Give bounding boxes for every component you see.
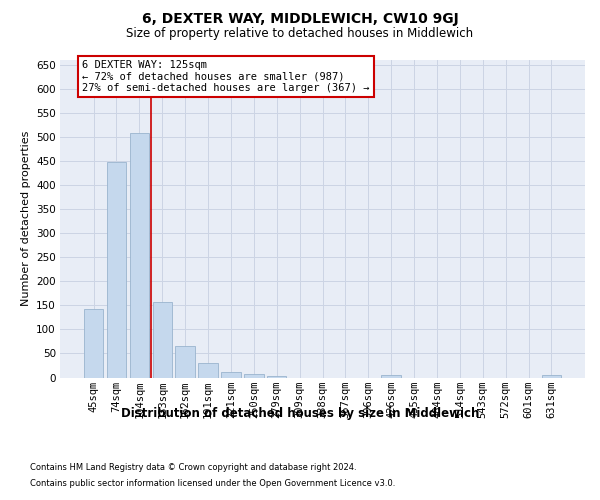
Bar <box>152 302 172 378</box>
Bar <box>244 374 263 378</box>
Text: Contains HM Land Registry data © Crown copyright and database right 2024.: Contains HM Land Registry data © Crown c… <box>30 464 356 472</box>
Bar <box>382 375 401 378</box>
Bar <box>84 309 103 378</box>
Text: 6, DEXTER WAY, MIDDLEWICH, CW10 9GJ: 6, DEXTER WAY, MIDDLEWICH, CW10 9GJ <box>142 12 458 26</box>
Bar <box>221 372 241 378</box>
Bar <box>107 162 126 378</box>
Bar <box>267 376 286 378</box>
Bar <box>542 375 561 378</box>
Text: 6 DEXTER WAY: 125sqm
← 72% of detached houses are smaller (987)
27% of semi-deta: 6 DEXTER WAY: 125sqm ← 72% of detached h… <box>82 60 370 93</box>
Text: Size of property relative to detached houses in Middlewich: Size of property relative to detached ho… <box>127 28 473 40</box>
Bar <box>199 363 218 378</box>
Text: Contains public sector information licensed under the Open Government Licence v3: Contains public sector information licen… <box>30 478 395 488</box>
Y-axis label: Number of detached properties: Number of detached properties <box>20 131 31 306</box>
Bar <box>130 133 149 378</box>
Text: Distribution of detached houses by size in Middlewich: Distribution of detached houses by size … <box>121 408 479 420</box>
Bar <box>175 346 195 378</box>
